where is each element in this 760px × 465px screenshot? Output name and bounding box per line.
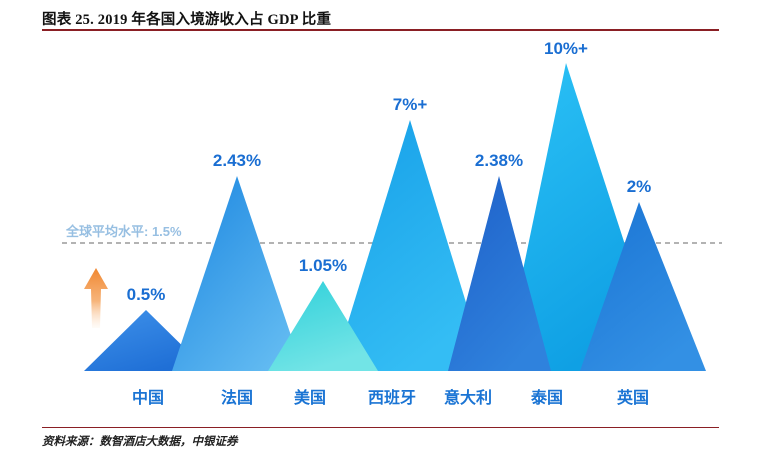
mountain-uk (580, 202, 706, 371)
title-rule (42, 29, 719, 31)
mountain-china (84, 310, 208, 371)
figure-title: 图表 25. 2019 年各国入境游收入占 GDP 比重 (42, 12, 332, 28)
value-label-italy: 2.38% (475, 151, 523, 170)
value-label-france: 2.43% (213, 151, 261, 170)
growth-arrow-icon (84, 268, 108, 328)
mountain-france (172, 176, 303, 371)
country-label-uk: 英国 (616, 388, 649, 407)
average-label: 全球平均水平: 1.5% (65, 224, 182, 239)
country-label-france: 法国 (221, 388, 253, 407)
mountain-spain (333, 120, 487, 371)
value-label-thailand: 10%+ (544, 39, 588, 58)
value-label-usa: 1.05% (299, 256, 347, 275)
mountain-usa (268, 281, 378, 371)
country-label-china: 中国 (132, 388, 164, 407)
source-note: 资料来源：数智酒店大数据，中银证券 (42, 436, 238, 448)
value-label-uk: 2% (627, 177, 652, 196)
value-label-china: 0.5% (127, 285, 166, 304)
country-label-italy: 意大利 (444, 388, 492, 407)
country-label-usa: 美国 (294, 388, 326, 407)
footer-rule (42, 427, 719, 428)
country-label-thailand: 泰国 (530, 388, 563, 407)
mountain-italy (448, 176, 551, 371)
value-label-spain: 7%+ (393, 95, 428, 114)
country-label-spain: 西班牙 (368, 388, 416, 407)
